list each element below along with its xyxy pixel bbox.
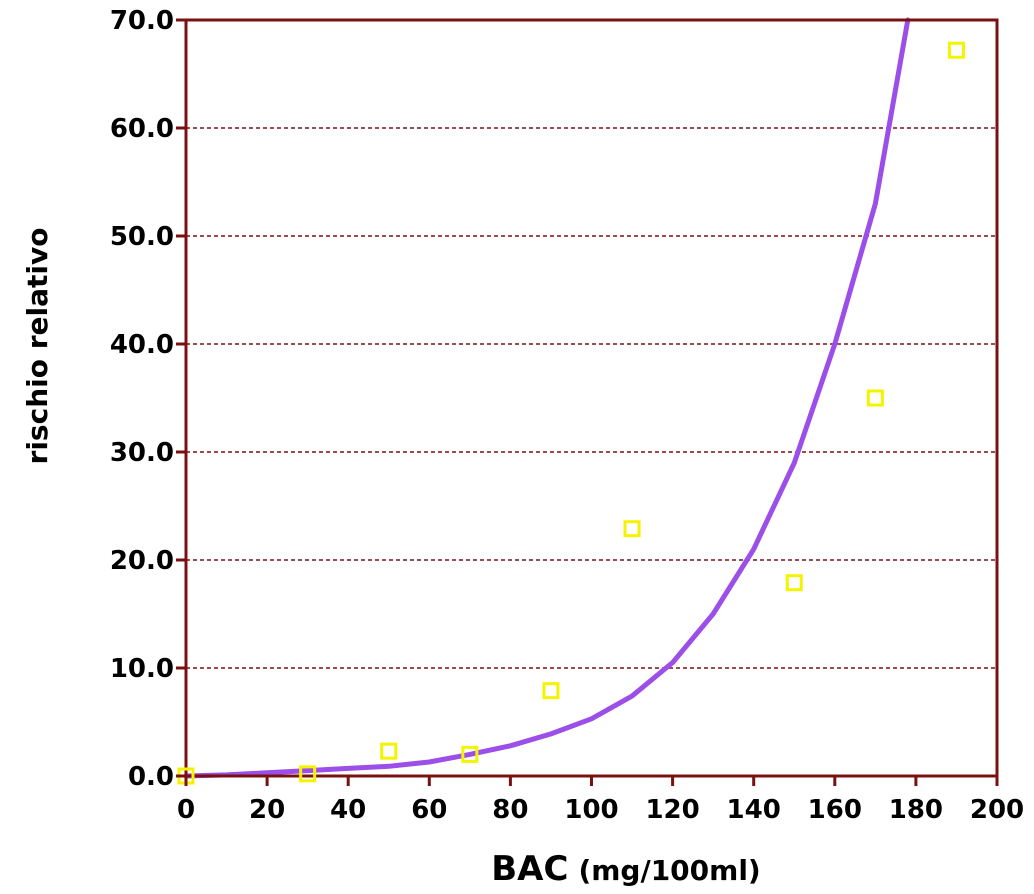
x-tick-label-0: 0: [177, 795, 195, 825]
y-tick-label-4: 40.0: [110, 330, 174, 360]
y-tick-label-0: 0.0: [128, 762, 174, 792]
y-tick-label-2: 20.0: [110, 546, 174, 576]
x-tick-label-10: 200: [970, 795, 1024, 825]
data-point-6: [785, 574, 803, 592]
x-tick-label-9: 180: [889, 795, 943, 825]
x-tick-label-2: 40: [330, 795, 366, 825]
x-tick-label-6: 120: [645, 795, 699, 825]
x-tick-label-3: 60: [411, 795, 447, 825]
data-point-3: [461, 745, 479, 763]
x-tick-label-1: 20: [249, 795, 285, 825]
x-axis-title-unit: (mg/100ml): [578, 854, 760, 887]
data-point-7: [866, 389, 884, 407]
x-axis-title: BAC (mg/100ml): [491, 849, 760, 889]
gridlines: [186, 127, 997, 669]
data-points: [177, 41, 965, 785]
fit-curve-line: [183, 17, 911, 779]
y-axis-ticks: 0.0 10.0 20.0 30.0 40.0 50.0 60.0 70.0: [110, 6, 186, 792]
data-point-1: [299, 765, 317, 783]
data-point-2: [380, 742, 398, 760]
y-tick-label-5: 50.0: [110, 222, 174, 252]
data-point-5: [623, 520, 641, 538]
plot-border: [184, 18, 999, 778]
y-tick-label-6: 60.0: [110, 114, 174, 144]
y-axis-title: rischio relativo: [21, 228, 54, 465]
data-point-4: [542, 682, 560, 700]
y-tick-label-3: 30.0: [110, 438, 174, 468]
x-tick-label-5: 100: [564, 795, 618, 825]
plot-frame: [184, 18, 999, 778]
x-tick-label-8: 160: [808, 795, 862, 825]
x-tick-label-4: 80: [492, 795, 528, 825]
fitted-curve: [183, 17, 911, 779]
x-axis-title-main: BAC: [491, 849, 568, 889]
x-axis-ticks: 0 20 40 60 80 100 120 140 160 180 200: [177, 776, 1024, 825]
y-tick-label-1: 10.0: [110, 654, 174, 684]
x-tick-label-7: 140: [727, 795, 781, 825]
data-point-8: [947, 41, 965, 59]
y-tick-label-7: 70.0: [110, 6, 174, 36]
